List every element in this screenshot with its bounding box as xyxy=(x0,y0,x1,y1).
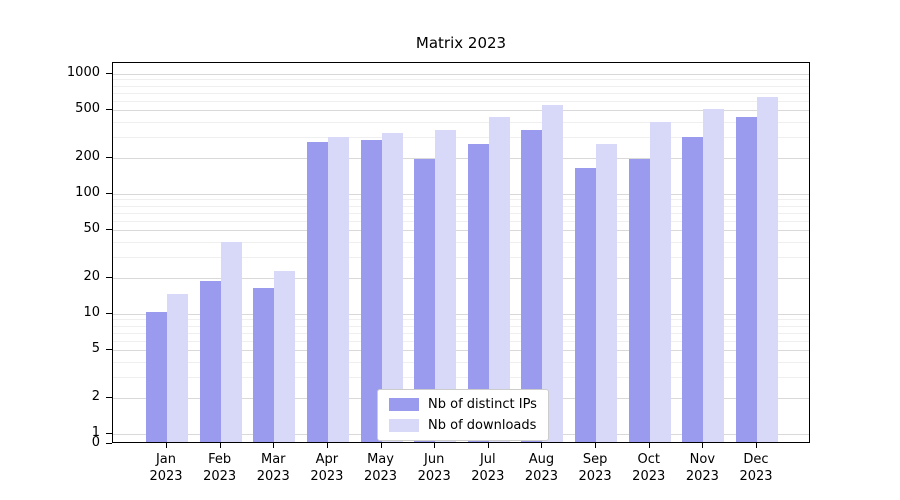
x-axis-tick-label-mar: Mar 2023 xyxy=(256,452,290,484)
x-axis-tick-mark xyxy=(487,443,489,448)
bar-downloads-jan xyxy=(167,294,188,442)
legend-swatch-distinct-ips xyxy=(389,398,419,411)
legend: Nb of distinct IPs Nb of downloads xyxy=(377,389,549,441)
bar-downloads-nov xyxy=(703,109,725,442)
bar-distinct-ips-feb xyxy=(199,281,221,442)
bar-downloads-may xyxy=(381,133,403,442)
x-axis-tick-mark xyxy=(756,443,757,448)
x-axis-tick-label-sep: Sep 2023 xyxy=(578,452,612,484)
plot-area xyxy=(112,62,810,443)
x-axis-tick-label-jun: Jun 2023 xyxy=(417,452,451,484)
bar-downloads-apr xyxy=(327,136,349,442)
y-axis-tick-label: 10 xyxy=(83,305,100,320)
x-axis-tick-mark xyxy=(166,443,167,448)
bar-distinct-ips-jun xyxy=(414,158,436,442)
y-axis-tick-label: 50 xyxy=(83,221,100,237)
bar-downloads-jul xyxy=(488,117,510,442)
y-axis-tick-label: 1000 xyxy=(66,65,100,80)
bar-distinct-ips-sep xyxy=(575,167,597,442)
bar-downloads-jun xyxy=(435,129,457,442)
bar-downloads-mar xyxy=(274,270,296,442)
legend-item-distinct-ips: Nb of distinct IPs xyxy=(389,397,537,412)
y-axis-tick-label: 5 xyxy=(91,341,100,357)
gridline-major xyxy=(113,74,809,75)
bar-distinct-ips-mar xyxy=(253,287,275,442)
gridline-minor xyxy=(113,79,809,81)
bar-downloads-aug xyxy=(542,105,564,442)
bar-distinct-ips-may xyxy=(360,140,382,442)
y-axis-tick-mark xyxy=(106,229,112,231)
x-axis-tick-mark xyxy=(273,443,275,448)
gridline-minor xyxy=(113,85,809,87)
x-axis-tick-label-jan: Jan 2023 xyxy=(149,452,183,484)
y-axis-tick-mark xyxy=(106,156,112,158)
bar-distinct-ips-jul xyxy=(467,144,489,442)
x-axis-tick-label-oct: Oct 2023 xyxy=(632,452,666,484)
x-axis-tick-mark xyxy=(219,443,221,448)
x-axis-tick-mark xyxy=(380,443,382,448)
x-axis-tick-mark xyxy=(595,443,597,448)
bar-downloads-oct xyxy=(649,122,671,442)
x-axis-tick-label-dec: Dec 2023 xyxy=(739,452,773,484)
y-axis-tick-mark xyxy=(106,396,112,398)
legend-label-downloads: Nb of downloads xyxy=(428,418,537,433)
y-axis-tick-mark xyxy=(106,276,112,278)
bar-downloads-sep xyxy=(596,144,618,442)
x-axis-tick-label-feb: Feb 2023 xyxy=(203,452,237,484)
bar-distinct-ips-dec xyxy=(736,117,757,442)
gridline-minor xyxy=(113,92,809,94)
bar-distinct-ips-nov xyxy=(682,136,704,442)
x-axis-tick-mark xyxy=(702,443,704,448)
legend-item-downloads: Nb of downloads xyxy=(389,418,537,433)
bar-downloads-dec xyxy=(757,96,778,442)
y-axis-tick-mark xyxy=(106,109,112,111)
y-axis-tick-mark xyxy=(106,193,112,194)
x-axis-tick-mark xyxy=(541,443,543,448)
bar-distinct-ips-aug xyxy=(521,129,543,442)
chart-title: Matrix 2023 xyxy=(415,34,507,52)
y-axis-tick-mark xyxy=(106,433,112,434)
legend-label-distinct-ips: Nb of distinct IPs xyxy=(428,397,537,412)
x-axis-tick-mark xyxy=(648,443,650,448)
bar-distinct-ips-oct xyxy=(628,158,650,442)
y-axis-tick-label: 1 xyxy=(91,425,100,440)
x-axis-tick-label-nov: Nov 2023 xyxy=(685,452,719,484)
y-axis-tick-label: 0 xyxy=(91,435,100,450)
x-axis-tick-mark xyxy=(434,443,436,448)
x-axis-tick-label-may: May 2023 xyxy=(363,452,398,484)
y-axis-tick-label: 100 xyxy=(75,185,100,200)
y-axis-tick-mark xyxy=(106,313,112,314)
bar-downloads-feb xyxy=(220,242,242,442)
legend-swatch-downloads xyxy=(389,419,419,432)
x-axis-tick-label-jul: Jul 2023 xyxy=(471,452,505,484)
y-axis-tick-mark xyxy=(106,349,112,351)
bar-distinct-ips-apr xyxy=(306,142,328,442)
y-axis-tick-label: 500 xyxy=(75,101,100,117)
y-axis-tick-mark xyxy=(106,443,112,444)
x-axis-tick-mark xyxy=(326,443,328,448)
y-axis-tick-label: 2 xyxy=(91,388,100,404)
x-axis-tick-label-aug: Aug 2023 xyxy=(524,452,558,484)
bar-distinct-ips-jan xyxy=(146,312,167,442)
gridline-minor xyxy=(113,100,809,102)
y-axis-tick-mark xyxy=(106,73,112,74)
x-axis-tick-label-apr: Apr 2023 xyxy=(310,452,344,484)
y-axis-tick-label: 20 xyxy=(83,268,100,284)
y-axis-tick-label: 200 xyxy=(75,148,100,164)
